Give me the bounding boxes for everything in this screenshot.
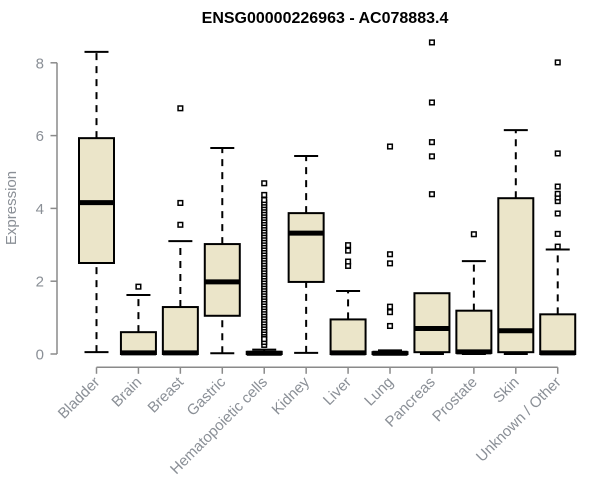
y-axis: 0 2 4 6 8 [36, 55, 58, 364]
outlier-point [345, 242, 352, 249]
plot-area: 0 2 4 6 8 Bladder Brain BreastGastricHematopoie… [36, 39, 577, 478]
iqr-box [497, 197, 535, 354]
outlier-point [470, 231, 477, 238]
box-pancreas [413, 39, 451, 355]
outlier-point [554, 183, 561, 190]
outlier-point [261, 336, 268, 343]
outlier-point [554, 190, 561, 197]
iqr-box [413, 292, 451, 354]
box-breast [161, 105, 199, 356]
outlier-point [428, 39, 435, 46]
outlier-point [345, 247, 352, 254]
outlier-point [428, 139, 435, 146]
x-tick-label: Prostate [429, 374, 481, 426]
outlier-point [386, 251, 394, 258]
iqr-box [539, 313, 577, 356]
x-tick-label: Lung [361, 374, 397, 410]
x-tick-label: Skin [490, 374, 523, 407]
outlier-point [386, 309, 394, 316]
y-tick-label: 4 [36, 201, 44, 218]
iqr-box [161, 306, 199, 356]
outlier-point [386, 322, 394, 330]
x-tick-label: Brain [108, 374, 145, 411]
box-gastric [203, 146, 241, 355]
outlier-point [261, 196, 268, 204]
box-hematopoietic-cells [245, 180, 283, 356]
y-tick-label: 0 [36, 347, 44, 364]
outlier-point [428, 99, 435, 106]
outlier-point [177, 199, 184, 206]
outlier-point [177, 221, 184, 228]
outlier-point [345, 258, 352, 265]
chart-title: ENSG00000226963 - AC078883.4 [202, 10, 449, 27]
iqr-box [329, 318, 367, 356]
outlier-point [386, 303, 394, 310]
outlier-point [386, 143, 394, 150]
box-skin [497, 129, 535, 355]
x-tick-label: Bladder [55, 374, 104, 423]
x-tick-label: Breast [145, 373, 188, 416]
outlier-point [554, 230, 561, 237]
outlier-point [554, 243, 561, 250]
outlier-point [554, 59, 561, 66]
box-lung [371, 143, 409, 356]
y-tick-label: 2 [36, 274, 44, 291]
box-brain [119, 283, 157, 356]
x-tick-label: Liver [320, 374, 355, 409]
outlier-point [428, 153, 435, 160]
outlier-point [428, 191, 435, 198]
outlier-point [135, 283, 142, 290]
y-tick-label: 8 [36, 55, 44, 72]
outlier-point [554, 150, 561, 157]
outlier-point [554, 210, 561, 217]
outlier-point [386, 260, 394, 267]
box-bladder [78, 50, 115, 354]
box-prostate [455, 231, 493, 355]
box-unknown-other [539, 59, 577, 356]
outlier-point [261, 191, 268, 198]
box-liver [329, 242, 367, 356]
x-tick-label: Kidney [269, 373, 314, 418]
iqr-box [455, 309, 493, 354]
box-kidney [287, 154, 325, 354]
outlier-point [261, 180, 268, 187]
iqr-box [287, 212, 325, 283]
y-axis-title: Expression [3, 171, 20, 245]
outlier-point [177, 105, 184, 112]
y-tick-label: 6 [36, 128, 44, 145]
